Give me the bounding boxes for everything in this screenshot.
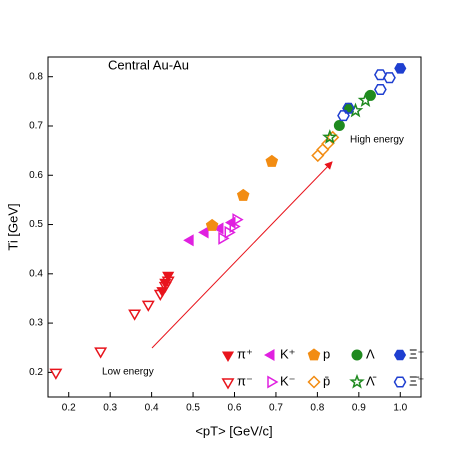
x-tick-label: 0.3 [103,403,117,414]
x-tick-label: 0.2 [62,403,76,414]
legend-marker [267,375,279,389]
point [128,309,142,321]
x-tick-label: 0.5 [186,403,200,414]
point [212,222,224,235]
point [337,110,350,122]
y-tick-label: 0.2 [29,367,43,378]
legend-label: π⁻ [237,373,253,388]
point [161,276,175,288]
legend-marker [221,351,235,363]
y-axis-label: Ti [GeV] [5,203,20,250]
point [49,368,63,380]
legend-marker [307,375,321,389]
point [357,92,374,107]
point [218,231,230,245]
point [153,289,167,302]
legend-marker [393,349,407,361]
y-tick-label: 0.7 [29,121,43,132]
point [205,218,219,231]
x-tick-label: 0.7 [269,403,283,414]
point [374,84,387,96]
y-tick-label: 0.6 [29,170,43,181]
legend-label: Λ̄ [366,373,377,388]
point [316,143,330,157]
y-tick-label: 0.3 [29,318,43,329]
point [374,69,387,81]
point [394,63,407,74]
point [183,234,194,247]
point [94,347,108,359]
annotation: Low energy [102,367,154,378]
point [232,213,244,227]
legend-label: p̄ [323,373,330,388]
arrow [151,161,333,349]
legend-marker [221,378,235,390]
point [322,129,338,144]
legend-marker [393,376,407,388]
x-tick-label: 1.0 [393,403,407,414]
legend-label: Λ [366,346,375,361]
legend-marker [307,348,321,361]
legend-label: π⁺ [237,346,253,361]
legend-label: Ξ̄⁺ [409,373,424,388]
legend-label: Ξ⁻ [409,346,424,361]
legend-marker [264,348,275,362]
x-tick-label: 0.9 [352,403,366,414]
point [198,226,209,239]
point [333,119,345,131]
annotation: High energy [350,135,404,146]
point [321,137,335,151]
x-tick-label: 0.8 [310,403,324,414]
x-tick-label: 0.4 [145,403,159,414]
legend-label: K⁻ [280,373,296,388]
legend-label: p [323,346,330,361]
y-tick-label: 0.8 [29,71,43,82]
x-axis-label: <pT> [GeV/c] [195,423,272,438]
y-tick-label: 0.5 [29,219,43,230]
point [383,72,396,84]
legend-label: K⁺ [280,346,296,361]
point [236,188,250,201]
point [342,102,355,114]
legend-marker [349,373,365,389]
x-tick-label: 0.6 [228,403,242,414]
legend-marker [351,349,363,361]
point [265,154,279,167]
point [311,148,325,163]
point [347,102,364,118]
chart-title: Central Au-Au [108,57,189,72]
y-tick-label: 0.4 [29,268,43,279]
point [141,300,155,312]
